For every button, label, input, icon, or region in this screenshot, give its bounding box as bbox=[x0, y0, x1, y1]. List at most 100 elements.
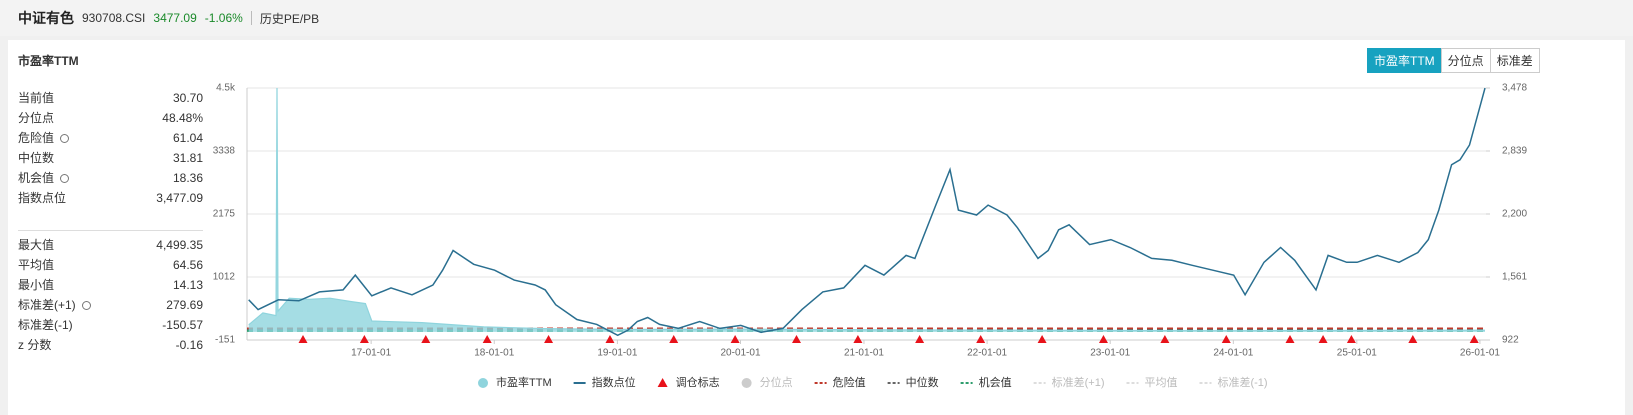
pe-line bbox=[248, 87, 1486, 332]
pe-area bbox=[248, 88, 1485, 332]
button[interactable]: 市盈率TTM bbox=[1367, 48, 1442, 73]
index-price: 3477.09 bbox=[153, 11, 197, 25]
legend-item[interactable]: 危险值 bbox=[814, 375, 866, 389]
legend-item[interactable]: 调仓标志 bbox=[657, 375, 720, 389]
gear-icon[interactable] bbox=[60, 174, 70, 183]
y-tick-label: 2175 bbox=[213, 209, 236, 220]
index-code: 930708.CSI bbox=[82, 11, 146, 25]
legend-icon bbox=[478, 378, 488, 388]
legend-icon bbox=[741, 378, 752, 388]
rebalance-marker bbox=[1285, 335, 1295, 343]
x-tick-label: 26-01-01 bbox=[1460, 348, 1500, 359]
stat-row: 最小值 14.13 bbox=[18, 275, 203, 295]
rebalance-marker bbox=[1098, 335, 1108, 343]
rebalance-marker bbox=[1037, 335, 1047, 343]
stat-row: 最大值 4,499.35 bbox=[18, 235, 203, 255]
x-tick-label: 21-01-01 bbox=[844, 348, 884, 359]
stat-value: 61.04 bbox=[172, 131, 203, 145]
rebalance-marker bbox=[359, 335, 369, 343]
x-tick-label: 17-01-01 bbox=[351, 348, 391, 359]
legend-label: 标准差(+1) bbox=[1052, 375, 1105, 389]
stat-value: 30.70 bbox=[172, 91, 203, 105]
stat-value: 279.69 bbox=[166, 298, 203, 312]
rebalance-marker bbox=[544, 335, 554, 343]
stat-label: 当前值 bbox=[18, 91, 55, 105]
y-tick-label: 4.5k bbox=[216, 83, 236, 94]
gear-icon[interactable] bbox=[81, 301, 91, 310]
stat-row: 标准差(-1) -150.57 bbox=[18, 315, 203, 335]
legend-label: 危险值 bbox=[833, 375, 866, 389]
stat-label: 机会值 bbox=[18, 171, 55, 185]
stat-row: 分位点 48.48% bbox=[18, 108, 203, 128]
y2-tick-label: 1,561 bbox=[1502, 272, 1527, 283]
stat-label: 最小值 bbox=[18, 278, 55, 292]
rebalance-marker bbox=[730, 335, 740, 343]
stat-row: 当前值 30.70 bbox=[18, 88, 203, 108]
legend-label: 市盈率TTM bbox=[496, 375, 552, 389]
rebalance-marker bbox=[1469, 335, 1479, 343]
header: 中证有色 930708.CSI 3477.09 -1.06% 历史PE/PB bbox=[0, 0, 1633, 36]
y-tick-label: 1012 bbox=[213, 272, 236, 283]
y-tick-label: 3338 bbox=[213, 146, 236, 157]
y2-tick-label: 2,200 bbox=[1502, 209, 1527, 220]
rebalance-marker bbox=[669, 335, 679, 343]
rebalance-marker bbox=[1318, 335, 1328, 343]
rebalance-marker bbox=[915, 335, 925, 343]
stat-label: 分位点 bbox=[18, 111, 55, 125]
stat-label: 平均值 bbox=[18, 258, 55, 272]
rebalance-marker bbox=[421, 335, 431, 343]
button[interactable]: 分位点 bbox=[1440, 48, 1491, 73]
stat-row: 指数点位 3,477.09 bbox=[18, 188, 203, 208]
legend-item[interactable]: 指数点位 bbox=[573, 375, 636, 389]
rebalance-marker bbox=[1408, 335, 1418, 343]
legend-item[interactable]: 中位数 bbox=[887, 375, 939, 389]
legend-item[interactable]: 平均值 bbox=[1126, 376, 1177, 389]
legend-item[interactable]: 标准差(-1) bbox=[1199, 375, 1268, 389]
tab[interactable]: 历史PE/PB bbox=[259, 11, 320, 26]
rebalance-marker bbox=[482, 335, 492, 343]
panel-title: 市盈率TTM bbox=[18, 54, 79, 68]
legend-icon bbox=[657, 378, 668, 387]
stat-label: z 分数 bbox=[18, 338, 52, 352]
legend-label: 平均值 bbox=[1144, 376, 1177, 389]
stat-row: 标准差(+1) 279.69 bbox=[18, 295, 203, 315]
stat-row: 中位数 31.81 bbox=[18, 148, 203, 168]
y2-tick-label: 2,839 bbox=[1502, 146, 1527, 157]
rebalance-marker bbox=[976, 335, 986, 343]
divider bbox=[18, 230, 203, 231]
button[interactable]: 标准差 bbox=[1489, 48, 1540, 73]
legend-label: 分位点 bbox=[760, 375, 793, 389]
y-tick-label: -151 bbox=[215, 335, 235, 346]
x-tick-label: 19-01-01 bbox=[597, 348, 637, 359]
legend-label: 机会值 bbox=[979, 375, 1012, 389]
stat-label: 标准差(+1) bbox=[18, 298, 76, 312]
x-tick-label: 23-01-01 bbox=[1090, 348, 1130, 359]
stat-value: 31.81 bbox=[172, 151, 203, 165]
rebalance-marker bbox=[1160, 335, 1170, 343]
index-name: 中证有色 bbox=[18, 10, 74, 26]
rebalance-marker bbox=[792, 335, 802, 343]
stat-value: 64.56 bbox=[172, 258, 203, 272]
legend-label: 标准差(-1) bbox=[1217, 375, 1267, 389]
index-change: -1.06% bbox=[204, 11, 243, 25]
legend-item[interactable]: 分位点 bbox=[741, 375, 793, 389]
legend-item[interactable]: 市盈率TTM bbox=[478, 375, 552, 389]
gear-icon[interactable] bbox=[60, 134, 70, 143]
x-tick-label: 18-01-01 bbox=[474, 348, 514, 359]
y2-tick-label: 922 bbox=[1502, 335, 1519, 346]
legend-label: 指数点位 bbox=[592, 375, 636, 389]
rebalance-marker bbox=[1221, 335, 1231, 343]
stat-label: 标准差(-1) bbox=[18, 318, 73, 332]
rebalance-marker bbox=[605, 335, 615, 343]
stat-value: 3,477.09 bbox=[156, 191, 203, 205]
stat-value: 14.13 bbox=[172, 278, 203, 292]
legend-item[interactable]: 标准差(+1) bbox=[1033, 375, 1105, 389]
legend-item[interactable]: 机会值 bbox=[960, 375, 1012, 389]
x-tick-label: 25-01-01 bbox=[1337, 348, 1377, 359]
legend-label: 调仓标志 bbox=[676, 375, 720, 389]
button-group: 市盈率TTM 分位点 标准差 bbox=[1367, 48, 1540, 73]
y2-tick-label: 3,478 bbox=[1502, 83, 1527, 94]
stat-row: 平均值 64.56 bbox=[18, 255, 203, 275]
